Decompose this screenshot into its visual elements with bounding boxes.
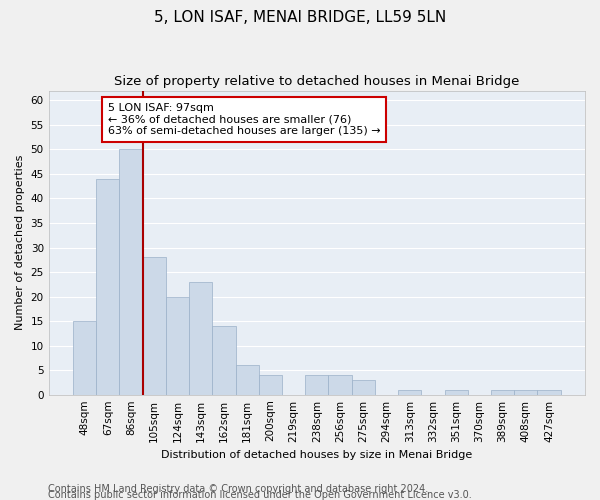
- Text: 5, LON ISAF, MENAI BRIDGE, LL59 5LN: 5, LON ISAF, MENAI BRIDGE, LL59 5LN: [154, 10, 446, 25]
- Bar: [96, 179, 119, 394]
- Bar: [189, 282, 212, 395]
- Bar: [538, 390, 560, 394]
- Bar: [143, 258, 166, 394]
- Title: Size of property relative to detached houses in Menai Bridge: Size of property relative to detached ho…: [114, 75, 520, 88]
- Bar: [212, 326, 236, 394]
- Bar: [119, 150, 143, 394]
- Text: Contains HM Land Registry data © Crown copyright and database right 2024.: Contains HM Land Registry data © Crown c…: [48, 484, 428, 494]
- Bar: [514, 390, 538, 394]
- Bar: [259, 375, 282, 394]
- Bar: [73, 321, 96, 394]
- X-axis label: Distribution of detached houses by size in Menai Bridge: Distribution of detached houses by size …: [161, 450, 472, 460]
- Bar: [166, 296, 189, 394]
- Bar: [236, 365, 259, 394]
- Bar: [305, 375, 328, 394]
- Bar: [491, 390, 514, 394]
- Bar: [352, 380, 375, 394]
- Text: Contains public sector information licensed under the Open Government Licence v3: Contains public sector information licen…: [48, 490, 472, 500]
- Bar: [328, 375, 352, 394]
- Bar: [445, 390, 468, 394]
- Bar: [398, 390, 421, 394]
- Text: 5 LON ISAF: 97sqm
← 36% of detached houses are smaller (76)
63% of semi-detached: 5 LON ISAF: 97sqm ← 36% of detached hous…: [108, 103, 380, 136]
- Y-axis label: Number of detached properties: Number of detached properties: [15, 155, 25, 330]
